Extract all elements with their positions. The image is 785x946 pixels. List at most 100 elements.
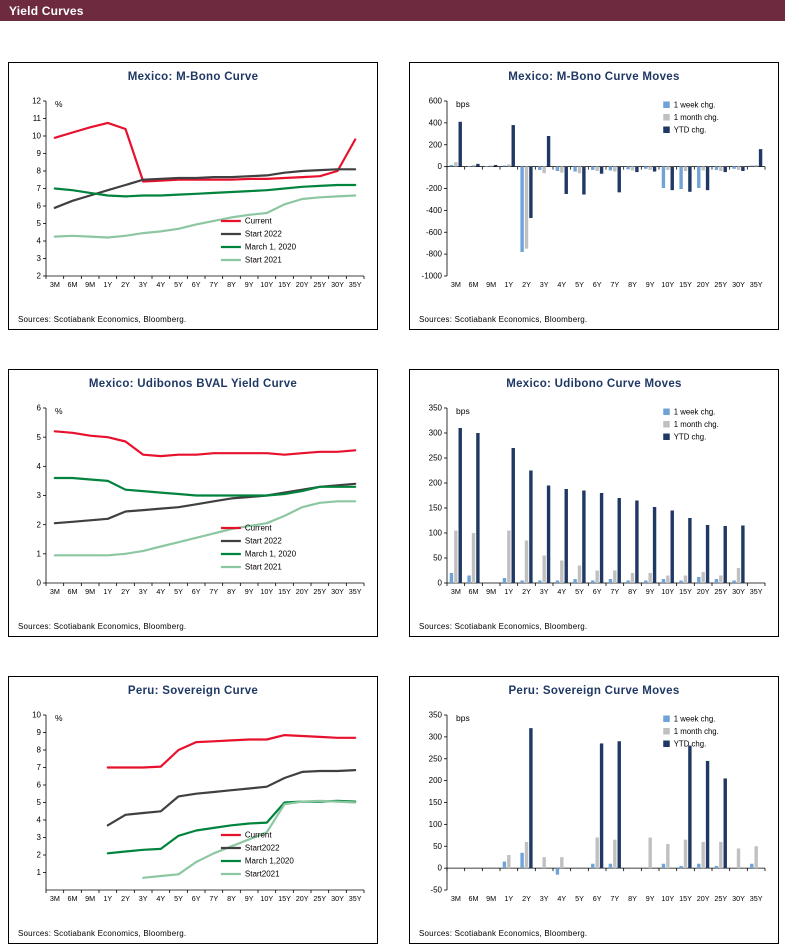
svg-text:0: 0	[37, 579, 42, 588]
svg-text:10Y: 10Y	[260, 587, 273, 596]
svg-text:3Y: 3Y	[139, 894, 148, 903]
svg-text:7Y: 7Y	[610, 894, 619, 903]
chart-sources: Sources: Scotiabank Economics, Bloomberg…	[18, 622, 187, 631]
svg-text:15Y: 15Y	[679, 280, 692, 289]
svg-text:7Y: 7Y	[610, 587, 619, 596]
svg-text:March 1,2020: March 1,2020	[245, 857, 294, 866]
chart-title: Mexico: M-Bono Curve Moves	[508, 71, 680, 83]
svg-text:8: 8	[37, 746, 42, 755]
chart-canvas-peru-sovereign-curve: 1 2 3 4 5 6 7 8 9 10% 3M 6M 9M 1Y 2Y 3Y 4Y 5Y 6Y 7Y 8Y 9Y 10Y 1…	[11, 698, 375, 912]
page-header: Yield Curves	[0, 0, 785, 21]
chart-sources: Sources: Scotiabank Economics, Bloomberg…	[18, 929, 187, 938]
svg-text:Current: Current	[245, 524, 272, 533]
svg-text:0: 0	[438, 162, 443, 171]
svg-text:9M: 9M	[85, 280, 95, 289]
svg-text:6Y: 6Y	[192, 587, 201, 596]
chart-canvas-mexico-mbono-curve-moves: -1000 -800 -600 -400 -200 0 200 400 600 bps 3M 6M 9M…	[412, 84, 776, 298]
svg-text:250: 250	[429, 754, 443, 763]
svg-text:3Y: 3Y	[540, 280, 549, 289]
svg-text:50: 50	[433, 842, 442, 851]
svg-text:6M: 6M	[68, 280, 78, 289]
svg-text:350: 350	[429, 711, 443, 720]
svg-text:-200: -200	[426, 184, 443, 193]
svg-text:8Y: 8Y	[227, 280, 236, 289]
svg-text:1Y: 1Y	[504, 587, 513, 596]
svg-text:2Y: 2Y	[121, 587, 130, 596]
svg-text:5: 5	[37, 433, 42, 442]
svg-text:4: 4	[37, 237, 42, 246]
svg-text:9Y: 9Y	[245, 587, 254, 596]
svg-text:3: 3	[37, 254, 42, 263]
svg-text:10Y: 10Y	[661, 894, 674, 903]
svg-text:7: 7	[37, 184, 42, 193]
svg-text:6M: 6M	[469, 894, 479, 903]
svg-text:YTD chg.: YTD chg.	[674, 126, 707, 135]
svg-text:9Y: 9Y	[646, 280, 655, 289]
svg-text:6Y: 6Y	[593, 280, 602, 289]
svg-text:15Y: 15Y	[278, 894, 291, 903]
chart-box-mexico-mbono-curve: Mexico: M-Bono Curve 2 3 4 5 6 7 8 9 10 11 12% 3M 6M…	[8, 62, 378, 330]
svg-text:9M: 9M	[85, 587, 95, 596]
svg-text:6M: 6M	[68, 894, 78, 903]
svg-text:20Y: 20Y	[296, 587, 309, 596]
svg-text:2Y: 2Y	[121, 280, 130, 289]
svg-text:200: 200	[429, 140, 443, 149]
svg-text:6M: 6M	[469, 280, 479, 289]
svg-text:3Y: 3Y	[139, 587, 148, 596]
svg-text:8: 8	[37, 167, 42, 176]
svg-text:4Y: 4Y	[156, 280, 165, 289]
svg-text:0: 0	[438, 864, 443, 873]
svg-text:3Y: 3Y	[139, 280, 148, 289]
svg-text:2Y: 2Y	[522, 587, 531, 596]
svg-text:%: %	[55, 406, 63, 416]
svg-text:10Y: 10Y	[260, 894, 273, 903]
svg-text:5Y: 5Y	[575, 587, 584, 596]
svg-text:3M: 3M	[451, 280, 461, 289]
svg-text:Start 2022: Start 2022	[245, 230, 282, 239]
svg-text:30Y: 30Y	[331, 894, 344, 903]
svg-text:4: 4	[37, 462, 42, 471]
svg-text:Start 2021: Start 2021	[245, 563, 282, 572]
svg-text:600: 600	[429, 97, 443, 106]
svg-text:4Y: 4Y	[557, 587, 566, 596]
svg-text:200: 200	[429, 479, 443, 488]
svg-text:1 week chg.: 1 week chg.	[674, 101, 716, 110]
svg-text:6M: 6M	[68, 587, 78, 596]
charts-grid: Mexico: M-Bono Curve 2 3 4 5 6 7 8 9 10 11 12% 3M 6M…	[8, 62, 779, 944]
line-chart-svg: 2 3 4 5 6 7 8 9 10 11 12 % 3M 6M 9M 1Y 2Y 3Y 4Y 5Y 6Y 7Y 8Y 9Y 1…	[32, 97, 365, 289]
svg-text:9M: 9M	[486, 894, 496, 903]
svg-text:20Y: 20Y	[697, 280, 710, 289]
svg-text:1 month chg.: 1 month chg.	[674, 727, 719, 736]
svg-text:8Y: 8Y	[628, 894, 637, 903]
svg-text:8Y: 8Y	[227, 587, 236, 596]
chart-box-peru-sovereign-curve: Peru: Sovereign Curve 1 2 3 4 5 6 7 8 9 10% 3M 6M 9M…	[8, 676, 378, 944]
svg-text:25Y: 25Y	[714, 280, 727, 289]
svg-text:9Y: 9Y	[646, 894, 655, 903]
svg-text:30Y: 30Y	[331, 280, 344, 289]
svg-text:3: 3	[37, 833, 42, 842]
svg-text:15Y: 15Y	[679, 587, 692, 596]
svg-text:30Y: 30Y	[732, 894, 745, 903]
svg-text:2: 2	[37, 851, 42, 860]
svg-text:3M: 3M	[50, 894, 60, 903]
svg-text:March 1, 2020: March 1, 2020	[245, 243, 297, 252]
svg-text:-1000: -1000	[422, 272, 443, 281]
svg-text:7Y: 7Y	[209, 894, 218, 903]
svg-text:8Y: 8Y	[628, 280, 637, 289]
svg-text:50: 50	[433, 554, 442, 563]
svg-text:300: 300	[429, 429, 443, 438]
svg-text:7Y: 7Y	[610, 280, 619, 289]
svg-text:4Y: 4Y	[156, 894, 165, 903]
svg-text:6Y: 6Y	[593, 894, 602, 903]
chart-box-mexico-mbono-curve-moves: Mexico: M-Bono Curve Moves -1000 -800 -600…	[409, 62, 779, 330]
svg-text:1: 1	[37, 868, 42, 877]
svg-text:-400: -400	[426, 206, 443, 215]
svg-text:30Y: 30Y	[331, 587, 344, 596]
svg-text:6M: 6M	[469, 587, 479, 596]
svg-text:400: 400	[429, 118, 443, 127]
svg-text:6Y: 6Y	[593, 587, 602, 596]
svg-text:bps: bps	[456, 713, 470, 723]
svg-text:4Y: 4Y	[557, 280, 566, 289]
svg-text:1Y: 1Y	[504, 894, 513, 903]
svg-text:9M: 9M	[85, 894, 95, 903]
